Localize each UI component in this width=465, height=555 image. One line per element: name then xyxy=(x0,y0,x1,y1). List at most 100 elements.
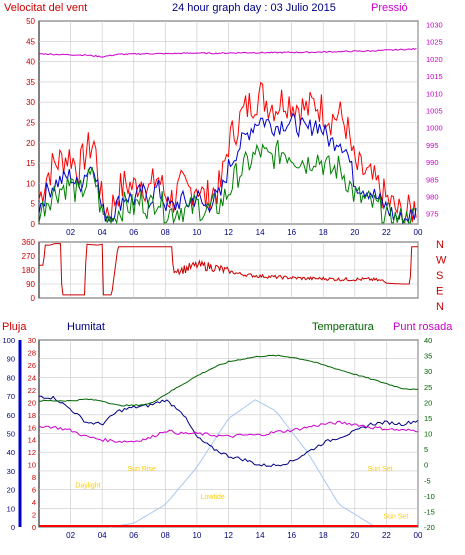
day-annotation: Sun Set xyxy=(368,466,393,473)
pressure-title: Pressió xyxy=(371,2,408,14)
rain-y-tick-label: 26 xyxy=(28,361,36,370)
x-tick-label: 00 xyxy=(414,228,423,237)
wind-y-tick-label: 30 xyxy=(26,98,35,107)
direction-y-tick-label: 180 xyxy=(22,266,36,275)
rain-y-tick-label: 28 xyxy=(28,348,36,357)
wind-y-tick-label: 40 xyxy=(26,58,35,67)
temperature-y-tick-label: -5 xyxy=(424,476,431,485)
wind-y-tick-label: 0 xyxy=(31,220,36,229)
x-tick-label: 10 xyxy=(192,531,201,540)
rain-y-tick-label: 12 xyxy=(28,448,36,457)
temperature-y-tick-label: -10 xyxy=(424,492,435,501)
temperature-y-tick-label: 20 xyxy=(424,398,432,407)
x-tick-label: 22 xyxy=(382,228,391,237)
temperature-line xyxy=(38,354,419,407)
day-annotation: Daylight xyxy=(75,483,100,490)
solar-line xyxy=(110,399,376,528)
rain-y-tick-label: 18 xyxy=(28,411,36,420)
dewpoint-line xyxy=(38,420,419,443)
pressure-y-tick-label: 1015 xyxy=(426,72,443,81)
humidity-y-tick-label: 50 xyxy=(7,430,15,439)
wind-y-tick-label: 25 xyxy=(26,119,35,128)
pressure-y-tick-label: 990 xyxy=(426,158,439,167)
x-tick-label: 04 xyxy=(98,531,107,540)
humidity-y-tick-label: 30 xyxy=(7,467,15,476)
temperature-y-tick-label: -20 xyxy=(424,523,435,532)
rain-y-tick-label: 8 xyxy=(32,473,36,482)
rain-y-tick-label: 6 xyxy=(32,486,36,495)
x-tick-label: 02 xyxy=(66,531,75,540)
temperature-y-tick-label: 25 xyxy=(424,383,432,392)
direction-y-tick-label: 270 xyxy=(22,252,36,261)
rain-y-tick-label: 10 xyxy=(28,461,36,470)
legend-rain: Pluja xyxy=(2,321,27,333)
humidity-y-tick-label: 60 xyxy=(7,411,15,420)
x-tick-label: 12 xyxy=(224,531,233,540)
humidity-y-tick-label: 90 xyxy=(7,355,15,364)
legend-temperature: Temperatura xyxy=(312,321,375,333)
pressure-y-tick-label: 1030 xyxy=(426,20,443,29)
wind-y-tick-label: 15 xyxy=(26,159,35,168)
wind_avg-line xyxy=(38,139,417,225)
x-tick-label: 12 xyxy=(224,228,233,237)
day-annotation: Lowtide xyxy=(201,494,225,501)
wind-speed-title: Velocitat del vent xyxy=(4,2,87,14)
rain-y-tick-label: 20 xyxy=(28,398,36,407)
x-tick-label: 04 xyxy=(98,228,107,237)
pressure-y-tick-label: 1025 xyxy=(426,38,443,47)
pressure-y-tick-label: 1005 xyxy=(426,106,443,115)
x-tick-label: 06 xyxy=(129,531,138,540)
gust-line xyxy=(38,81,417,225)
legend-humidity: Humitat xyxy=(67,321,105,333)
rain-y-tick-label: 0 xyxy=(32,523,36,532)
x-tick-label: 14 xyxy=(256,531,265,540)
temperature-y-tick-label: 40 xyxy=(424,336,432,345)
rain-y-tick-label: 30 xyxy=(28,336,36,345)
x-tick-label: 08 xyxy=(161,531,170,540)
pressure-y-tick-label: 1010 xyxy=(426,89,443,98)
rain-y-tick-label: 22 xyxy=(28,386,36,395)
x-tick-label: 02 xyxy=(66,228,75,237)
x-tick-label: 10 xyxy=(192,228,201,237)
humidity-y-tick-label: 80 xyxy=(7,373,15,382)
direction-y-tick-label: 90 xyxy=(26,280,35,289)
humidity-y-tick-label: 70 xyxy=(7,392,15,401)
x-tick-label: 14 xyxy=(256,228,265,237)
day-annotation: Sun Rise xyxy=(127,466,156,473)
x-tick-label: 08 xyxy=(161,228,170,237)
humidity-y-tick-label: 100 xyxy=(2,336,15,345)
rain-y-tick-label: 14 xyxy=(28,436,36,445)
x-tick-label: 06 xyxy=(129,228,138,237)
pressure-y-tick-label: 980 xyxy=(426,192,439,201)
legend-dewpoint: Punt rosada xyxy=(393,321,453,333)
humidity-line xyxy=(38,395,419,468)
compass-label: E xyxy=(436,286,443,298)
temperature-y-tick-label: 30 xyxy=(424,367,432,376)
wind-pressure-panel: 0510152025303540455097598098599099510001… xyxy=(26,17,443,237)
temperature-y-tick-label: 15 xyxy=(424,414,432,423)
wind-y-tick-label: 35 xyxy=(26,78,35,87)
direction-y-tick-label: 360 xyxy=(22,238,36,247)
x-tick-label: 18 xyxy=(319,228,328,237)
temperature-y-tick-label: 35 xyxy=(424,352,432,361)
wind-direction-line xyxy=(39,243,418,296)
x-tick-label: 22 xyxy=(382,531,391,540)
humidity-y-tick-label: 20 xyxy=(7,486,15,495)
humidity-y-tick-label: 10 xyxy=(7,504,15,513)
pressure-y-tick-label: 1000 xyxy=(426,124,443,133)
temperature-y-tick-label: 0 xyxy=(424,461,428,470)
compass-label: N xyxy=(436,301,444,313)
pressure-y-tick-label: 1020 xyxy=(426,55,443,64)
rain-y-tick-label: 4 xyxy=(32,498,36,507)
x-tick-label: 18 xyxy=(319,531,328,540)
x-tick-label: 16 xyxy=(287,531,296,540)
rain-y-tick-label: 16 xyxy=(28,423,36,432)
wind-y-tick-label: 5 xyxy=(31,200,36,209)
x-tick-label: 16 xyxy=(287,228,296,237)
chart-date-title: 24 hour graph day : 03 Julio 2015 xyxy=(172,2,336,14)
wind-y-tick-label: 45 xyxy=(26,37,35,46)
compass-label: W xyxy=(436,255,447,267)
compass-label: S xyxy=(436,270,443,282)
